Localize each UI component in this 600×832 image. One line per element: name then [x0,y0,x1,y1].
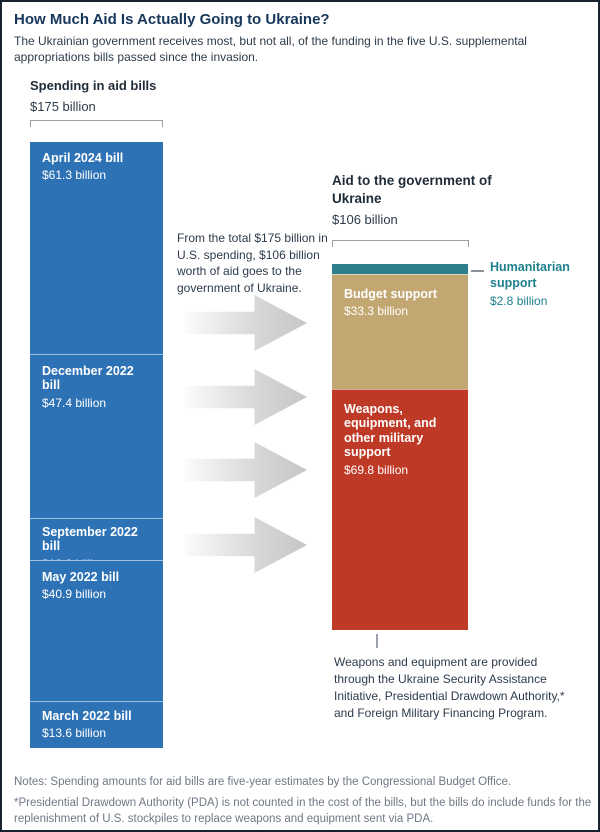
segment-label: Weapons, equipment, and other military s… [344,402,437,460]
segment-april-2024-bill: April 2024 bill $61.3 billion [30,142,163,354]
segment-value: $40.9 billion [42,587,107,602]
left-bar-title: Spending in aid bills [30,78,157,93]
humanitarian-support-value: $2.8 billion [490,294,548,308]
flow-arrow-icon [185,295,307,351]
segment-december-2022-bill: December 2022 bill $47.4 billion [30,354,163,518]
notes-text: Notes: Spending amounts for aid bills ar… [14,776,512,788]
segment-label: May 2022 bill [42,570,120,584]
segment-value: $33.3 billion [344,304,409,319]
right-bar-title: Aid to the government of Ukraine [332,173,492,206]
segment-march-2022-bill: March 2022 bill $13.6 billion [30,701,163,748]
right-bar-total: $106 billion [332,212,398,227]
segment-label: March 2022 bill [42,709,132,723]
flow-note: From the total $175 billion in U.S. spen… [177,231,328,295]
flow-arrow-icon [185,517,307,573]
flow-arrow-icon [185,442,307,498]
spending-bar: April 2024 bill $61.3 billion December 2… [30,142,163,748]
segment-may-2022-bill: May 2022 bill $40.9 billion [30,560,163,701]
segment-label: April 2024 bill [42,151,124,165]
footnote-text: *Presidential Drawdown Authority (PDA) i… [14,797,592,826]
segment-value: $69.8 billion [344,462,409,477]
segment-weapons-support: Weapons, equipment, and other military s… [332,389,468,630]
segment-label: Budget support [344,287,438,301]
flow-arrow-icon [185,369,307,425]
callout-dash [471,270,484,272]
segment-value: $13.6 billion [42,726,107,741]
segment-label: September 2022 bill [42,525,138,554]
left-bar-total: $175 billion [30,99,96,114]
segment-budget-support: Budget support $33.3 billion [332,274,468,389]
page-title: How Much Aid Is Actually Going to Ukrain… [14,11,330,28]
segment-september-2022-bill: September 2022 bill $12.3 billion [30,518,163,560]
segment-value: $12.3 billion [42,557,155,560]
left-total-bracket [30,120,163,127]
annotation-tick [376,634,378,648]
segment-value: $61.3 billion [42,168,107,183]
weapons-annotation: Weapons and equipment are provided throu… [334,655,565,721]
segment-label: December 2022 bill [42,364,134,393]
page-subtitle: The Ukrainian government receives most, … [14,34,527,65]
segment-value: $47.4 billion [42,395,107,410]
humanitarian-support-label: Humanitarian support [490,260,570,290]
right-total-bracket [332,240,469,247]
segment-humanitarian-support [332,264,468,274]
aid-bar: Budget support $33.3 billion Weapons, eq… [332,264,468,630]
